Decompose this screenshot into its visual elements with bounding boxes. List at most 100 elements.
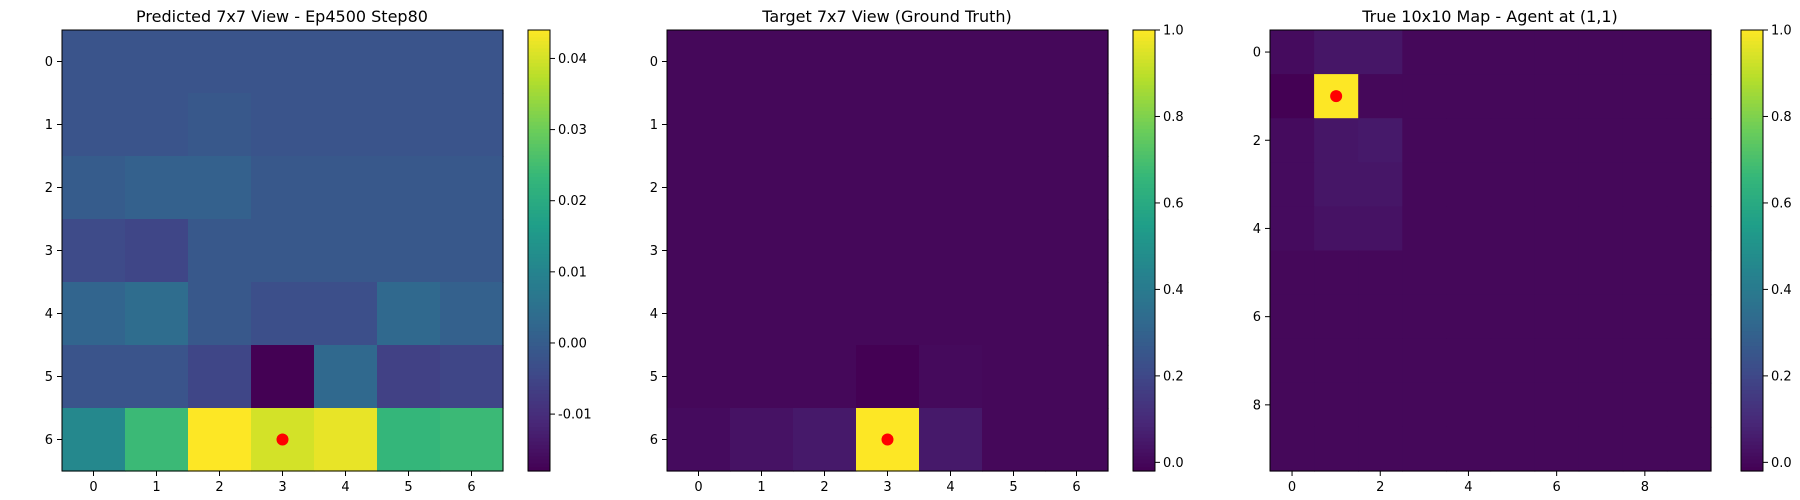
- colorbar-strip: [1133, 158, 1155, 163]
- x-tick-label: 6: [1553, 480, 1561, 495]
- heatmap-cell: [730, 156, 794, 220]
- colorbar-strip: [1741, 386, 1763, 391]
- colorbar-strip: [528, 213, 550, 219]
- colorbar-strip: [528, 177, 550, 182]
- colorbar-strip: [528, 55, 550, 60]
- colorbar-strip: [1741, 397, 1763, 402]
- heatmap-cell: [1534, 294, 1580, 340]
- colorbar-strip: [528, 301, 550, 307]
- heatmap-cell: [1358, 382, 1403, 428]
- colorbar-strip: [528, 430, 550, 435]
- colorbar-strip: [1133, 107, 1155, 112]
- heatmap-cell: [377, 345, 441, 409]
- heatmap-cell: [667, 219, 731, 283]
- colorbar-strip: [528, 180, 550, 185]
- colorbar-strip: [1133, 77, 1155, 83]
- heatmap-cell: [188, 345, 252, 409]
- colorbar-strip: [1133, 459, 1155, 465]
- heatmap-cell: [856, 30, 920, 94]
- colorbar-strip: [1133, 99, 1155, 105]
- colorbar-strip: [1133, 210, 1155, 215]
- heatmap-cell: [125, 219, 189, 283]
- colorbar-strip: [528, 121, 550, 127]
- colorbar-tick-label: 0.0: [1771, 456, 1792, 471]
- panel-title: Predicted 7x7 View - Ep4500 Step80: [136, 7, 428, 26]
- colorbar-strip: [528, 221, 550, 226]
- heatmap-cell: [1314, 426, 1359, 472]
- colorbar-strip: [1741, 353, 1763, 358]
- colorbar-strip: [1133, 184, 1155, 189]
- colorbar-strip: [1133, 412, 1155, 417]
- colorbar-strip: [1741, 169, 1763, 174]
- colorbar-strip: [1133, 52, 1155, 57]
- colorbar-tick-label: 0.6: [1163, 196, 1184, 211]
- heatmap-cell: [377, 282, 441, 346]
- heatmap-cell: [1622, 338, 1668, 384]
- colorbar-strip: [1741, 199, 1763, 204]
- heatmap-cell: [1314, 294, 1359, 340]
- colorbar-strip: [1741, 419, 1763, 424]
- colorbar-strip: [1133, 103, 1155, 108]
- heatmap-cell: [1358, 206, 1403, 252]
- colorbar-strip: [528, 239, 550, 244]
- colorbar-strip: [1133, 327, 1155, 332]
- colorbar-strip: [528, 147, 550, 152]
- colorbar-strip: [1741, 228, 1763, 233]
- colorbar-strip: [1133, 243, 1155, 248]
- colorbar-strip: [528, 342, 550, 347]
- panel-title: True 10x10 Map - Agent at (1,1): [1361, 7, 1618, 26]
- heatmap-cell: [125, 282, 189, 346]
- heatmap-cell: [62, 30, 126, 94]
- colorbar-strip: [528, 129, 550, 134]
- y-tick-label: 2: [650, 181, 658, 196]
- colorbar-strip: [1133, 151, 1155, 156]
- colorbar-strip: [1741, 459, 1763, 465]
- heatmap-cell: [1622, 162, 1668, 207]
- heatmap-cell: [1622, 382, 1668, 428]
- colorbar-strip: [1741, 195, 1763, 200]
- heatmap-cell: [1446, 426, 1492, 472]
- colorbar-strip: [1133, 41, 1155, 46]
- colorbar-strip: [528, 316, 550, 321]
- colorbar-strip: [528, 210, 550, 215]
- heatmap-cell: [1446, 162, 1492, 207]
- colorbar-strip: [1741, 92, 1763, 97]
- colorbar-strip: [1741, 52, 1763, 57]
- heatmap-cell: [1578, 294, 1624, 340]
- colorbar-strip: [528, 261, 550, 266]
- heatmap-cell: [1446, 74, 1492, 119]
- colorbar-strip: [1133, 309, 1155, 314]
- colorbar-strip: [1741, 143, 1763, 149]
- colorbar-strip: [528, 235, 550, 241]
- colorbar-strip: [1741, 99, 1763, 105]
- heatmap-cell: [1490, 74, 1536, 119]
- colorbar-strip: [1741, 246, 1763, 252]
- y-tick-label: 1: [45, 118, 53, 133]
- colorbar-strip: [1133, 180, 1155, 185]
- heatmap-cell: [251, 345, 315, 409]
- heatmap-cell: [982, 282, 1046, 346]
- axes: 0 1 2 3 4 5 6 0 1 2 3 4 5 6: [650, 29, 1109, 495]
- heatmap-cell: [1045, 93, 1109, 157]
- heatmap-cell: [1622, 74, 1668, 119]
- colorbar-strip: [1741, 441, 1763, 446]
- heatmap-cell: [919, 282, 983, 346]
- heatmap-cell: [793, 345, 857, 409]
- heatmap-cell: [440, 219, 504, 283]
- agent-marker: [881, 433, 894, 446]
- colorbar-strip: [1133, 224, 1155, 230]
- colorbar-strip: [1133, 316, 1155, 321]
- heatmap-cell: [1534, 206, 1580, 252]
- heatmap-cell: [1270, 426, 1315, 472]
- colorbar-strip: [1741, 48, 1763, 53]
- colorbar-strip: [528, 228, 550, 233]
- heatmap-cell: [125, 30, 189, 94]
- colorbar-strip: [1133, 191, 1155, 196]
- colorbar-strip: [528, 107, 550, 112]
- colorbar-strip: [528, 415, 550, 421]
- heatmap-cell: [1446, 250, 1492, 296]
- colorbar-strip: [528, 448, 550, 454]
- heatmap-cell: [856, 219, 920, 283]
- colorbar-strip: [528, 357, 550, 362]
- colorbar-strip: [1741, 44, 1763, 49]
